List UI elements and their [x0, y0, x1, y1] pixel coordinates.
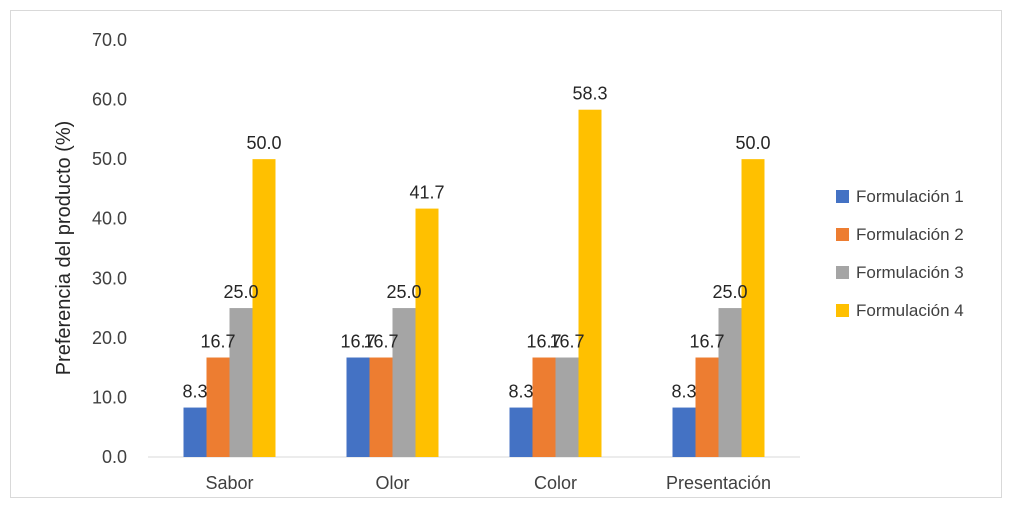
- legend-swatch: [836, 266, 849, 279]
- data-label: 16.7: [689, 332, 724, 352]
- legend-entry: Formulación 3: [856, 263, 964, 282]
- x-category-label: Color: [534, 473, 577, 493]
- data-label: 16.7: [549, 332, 584, 352]
- bar: [695, 357, 719, 457]
- y-tick-label: 50.0: [92, 149, 127, 169]
- y-tick-label: 40.0: [92, 209, 127, 229]
- legend-swatch: [836, 190, 849, 203]
- data-label: 41.7: [409, 183, 444, 203]
- bar: [555, 357, 579, 457]
- y-tick-label: 70.0: [92, 30, 127, 50]
- y-tick-label: 10.0: [92, 387, 127, 407]
- bar: [206, 357, 230, 457]
- data-label: 8.3: [508, 382, 533, 402]
- bar: [183, 407, 207, 457]
- bar: [672, 407, 696, 457]
- legend-swatch: [836, 304, 849, 317]
- data-label: 16.7: [340, 332, 375, 352]
- y-tick-label: 30.0: [92, 268, 127, 288]
- data-label: 25.0: [223, 282, 258, 302]
- data-label: 58.3: [572, 84, 607, 104]
- legend-entry: Formulación 2: [856, 225, 964, 244]
- chart-frame: [10, 10, 1002, 498]
- y-tick-label: 60.0: [92, 90, 127, 110]
- bar: [578, 109, 602, 457]
- bar: [718, 308, 742, 457]
- data-label: 50.0: [246, 133, 281, 153]
- x-category-label: Olor: [375, 473, 409, 493]
- bar: [229, 308, 253, 457]
- data-label: 50.0: [735, 133, 770, 153]
- legend-entry: Formulación 4: [856, 301, 964, 320]
- bar: [509, 407, 533, 457]
- bar: [392, 308, 416, 457]
- data-label: 8.3: [182, 382, 207, 402]
- data-label: 25.0: [712, 282, 747, 302]
- y-tick-label: 20.0: [92, 328, 127, 348]
- y-tick-label: 0.0: [102, 447, 127, 467]
- bar: [369, 357, 393, 457]
- bar: [252, 159, 276, 457]
- data-label: 25.0: [386, 282, 421, 302]
- y-axis-label: Preferencia del producto (%): [53, 121, 75, 376]
- x-category-label: Sabor: [205, 473, 253, 493]
- bar: [532, 357, 556, 457]
- data-label: 16.7: [363, 332, 398, 352]
- bar: [346, 357, 370, 457]
- bar: [415, 208, 439, 457]
- bar: [741, 159, 765, 457]
- data-label: 16.7: [526, 332, 561, 352]
- data-label: 8.3: [671, 382, 696, 402]
- data-label: 16.7: [200, 332, 235, 352]
- legend-swatch: [836, 228, 849, 241]
- legend-entry: Formulación 1: [856, 187, 964, 206]
- x-category-label: Presentación: [666, 473, 771, 493]
